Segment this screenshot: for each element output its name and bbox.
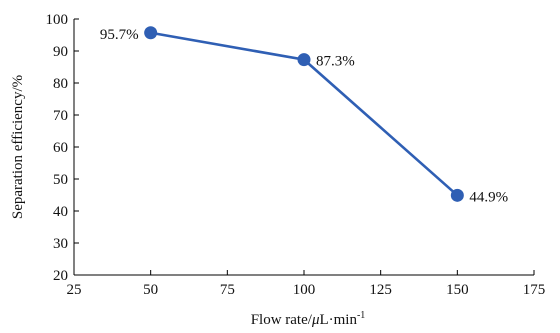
- x-tick-label: 125: [369, 282, 392, 298]
- x-axis-title-sup: -1: [357, 310, 365, 321]
- y-tick-label: 50: [53, 172, 68, 188]
- data-label: 87.3%: [316, 54, 355, 70]
- y-tick-label: 90: [53, 44, 68, 60]
- y-axis-title: Separation efficiency/%: [10, 75, 26, 219]
- y-tick-label: 40: [53, 204, 68, 220]
- x-tick-label: 50: [143, 282, 158, 298]
- data-label: 44.9%: [469, 189, 508, 205]
- x-tick-label: 75: [220, 282, 235, 298]
- x-axis-title-main: Flow rate/: [251, 312, 313, 328]
- data-point: [450, 188, 464, 202]
- y-tick-label: 60: [53, 140, 68, 156]
- y-tick-label: 20: [53, 268, 68, 284]
- data-label: 95.7%: [100, 27, 139, 43]
- x-tick-label: 150: [446, 282, 469, 298]
- x-axis-title: Flow rate/μL·min-1: [251, 310, 366, 328]
- x-tick-label: 25: [67, 282, 82, 298]
- y-tick-label: 70: [53, 108, 68, 124]
- x-tick-label: 100: [293, 282, 316, 298]
- y-ticks: 20 30 40 50 60 70 80 90 100: [46, 12, 79, 284]
- x-tick-label: 175: [523, 282, 546, 298]
- y-tick-label: 30: [53, 236, 68, 252]
- data-point: [144, 26, 158, 40]
- x-axis-title-unit: L·min: [319, 312, 357, 328]
- y-tick-label: 80: [53, 76, 68, 92]
- x-ticks: 25 50 75 100 125 150 175: [67, 270, 546, 298]
- data-point: [297, 53, 311, 67]
- y-tick-label: 100: [46, 12, 69, 28]
- x-axis-title-mu: μ: [311, 312, 320, 328]
- series-group: 95.7% 87.3% 44.9%: [100, 26, 508, 205]
